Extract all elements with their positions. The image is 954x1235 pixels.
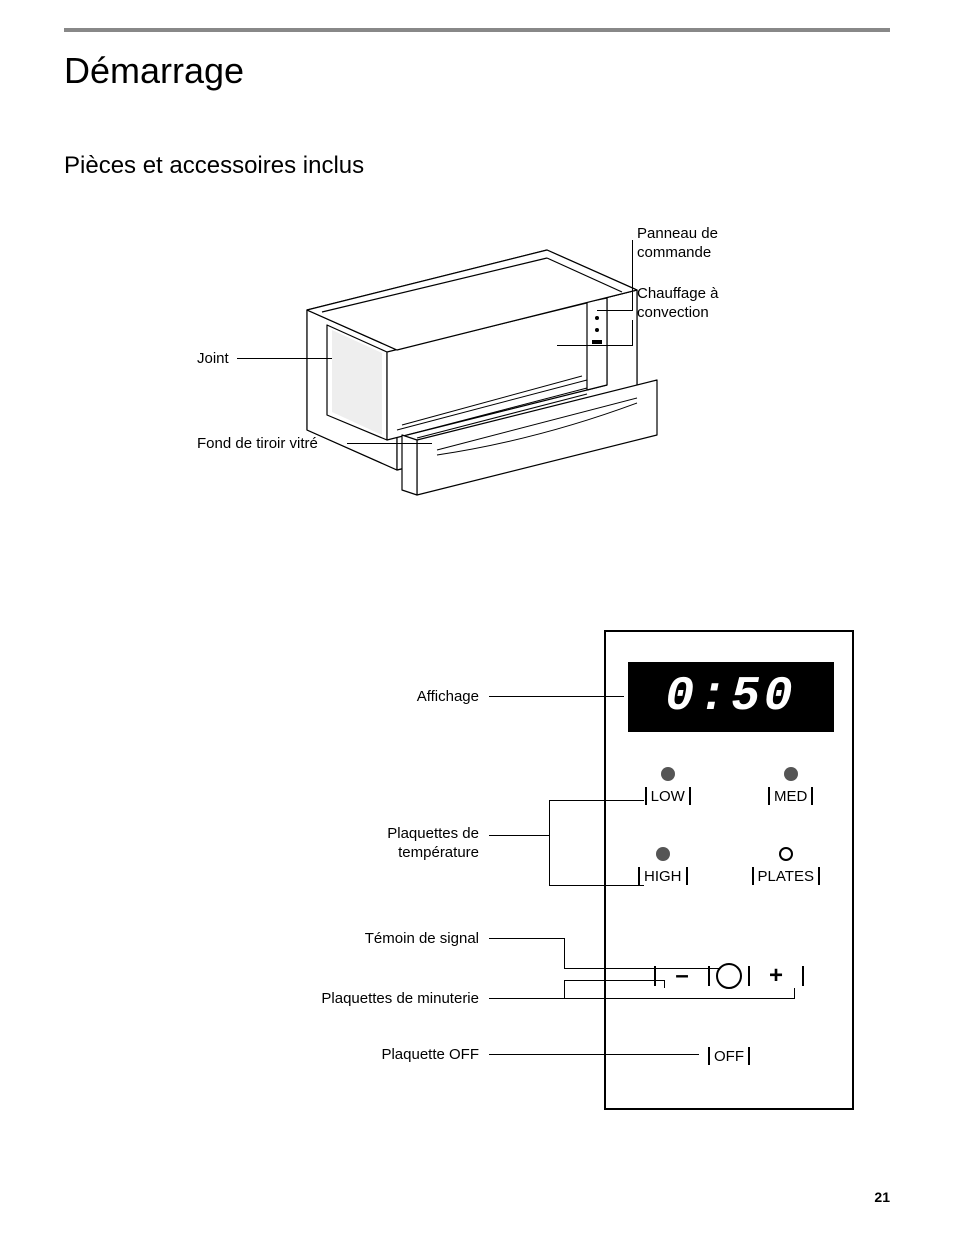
- page-title: Démarrage: [64, 50, 890, 92]
- display: 0:50: [628, 662, 834, 732]
- label-plaquettes-temp-l2: température: [398, 844, 479, 861]
- timer-row: – +: [606, 962, 852, 990]
- leader-plaquettes-temp-h: [489, 835, 549, 836]
- label-fond: Fond de tiroir vitré: [197, 435, 347, 454]
- leader-off: [489, 1054, 699, 1055]
- label-panneau-l1: Panneau de: [637, 225, 718, 242]
- btn-high-label: HIGH: [644, 868, 682, 885]
- btn-low[interactable]: LOW: [645, 787, 691, 805]
- leader-plaquettes-temp-t2: [549, 885, 644, 886]
- dot-low: [661, 767, 675, 781]
- btn-plates-group: PLATES: [752, 847, 820, 885]
- btn-med-group: MED: [768, 767, 813, 805]
- label-joint: Joint: [197, 350, 229, 369]
- btn-high[interactable]: HIGH: [638, 867, 688, 885]
- btn-high-group: HIGH: [638, 847, 688, 885]
- btn-off-label: OFF: [714, 1048, 744, 1065]
- leader-minuterie-t2: [564, 998, 794, 999]
- btn-plus[interactable]: +: [756, 962, 796, 990]
- label-plaquettes-temp: Plaquettes de température: [284, 825, 479, 863]
- dot-med: [784, 767, 798, 781]
- btn-med-label: MED: [774, 788, 807, 805]
- leader-affichage: [489, 696, 624, 697]
- label-temoin: Témoin de signal: [284, 930, 479, 949]
- leader-chauffage-v: [632, 320, 633, 346]
- signal-indicator: [716, 963, 742, 989]
- leader-temoin-v: [564, 938, 565, 968]
- leader-minuterie-t1: [564, 980, 664, 981]
- btn-minus[interactable]: –: [662, 962, 702, 990]
- leader-plaquettes-temp-v: [549, 800, 550, 885]
- leader-temoin-h: [489, 938, 564, 939]
- leader-minuterie-h: [489, 998, 564, 999]
- leader-minuterie-t2v: [794, 988, 795, 999]
- label-chauffage-l2: convection: [637, 304, 709, 321]
- drawer-illustration: [287, 240, 667, 520]
- temp-row-2: HIGH PLATES: [606, 847, 852, 885]
- leader-chauffage-h: [557, 345, 632, 346]
- control-panel: 0:50 LOW MED: [604, 630, 854, 1110]
- dot-plates: [779, 847, 793, 861]
- label-plaquettes-temp-l1: Plaquettes de: [387, 825, 479, 842]
- section-title: Pièces et accessoires inclus: [64, 152, 890, 180]
- leader-fond: [347, 443, 432, 444]
- page-number: 21: [874, 1189, 890, 1205]
- btn-plates[interactable]: PLATES: [752, 867, 820, 885]
- label-plaquette-off: Plaquette OFF: [284, 1046, 479, 1065]
- page: Démarrage Pièces et accessoires inclus: [0, 0, 954, 1235]
- off-row: OFF: [606, 1047, 852, 1065]
- btn-low-group: LOW: [645, 767, 691, 805]
- drawer-diagram: Joint Fond de tiroir vitré Panneau de co…: [197, 220, 757, 530]
- label-plaquettes-minuterie: Plaquettes de minuterie: [284, 990, 479, 1009]
- control-panel-diagram: 0:50 LOW MED: [284, 630, 884, 1150]
- label-panneau: Panneau de commande: [637, 225, 718, 263]
- label-chauffage: Chauffage à convection: [637, 285, 718, 323]
- leader-temoin-h2: [564, 968, 719, 969]
- dot-high: [656, 847, 670, 861]
- btn-med[interactable]: MED: [768, 787, 813, 805]
- label-affichage: Affichage: [284, 688, 479, 707]
- leader-minuterie-t1v: [664, 980, 665, 988]
- leader-panneau-h: [597, 310, 632, 311]
- btn-low-label: LOW: [651, 788, 685, 805]
- label-chauffage-l1: Chauffage à: [637, 285, 718, 302]
- leader-minuterie-v: [564, 980, 565, 999]
- leader-panneau-v: [632, 240, 633, 311]
- label-panneau-l2: commande: [637, 244, 711, 261]
- btn-off[interactable]: OFF: [708, 1047, 750, 1065]
- leader-joint: [237, 358, 332, 359]
- top-rule: [64, 28, 890, 32]
- btn-plates-label: PLATES: [758, 868, 814, 885]
- leader-plaquettes-temp-t1: [549, 800, 644, 801]
